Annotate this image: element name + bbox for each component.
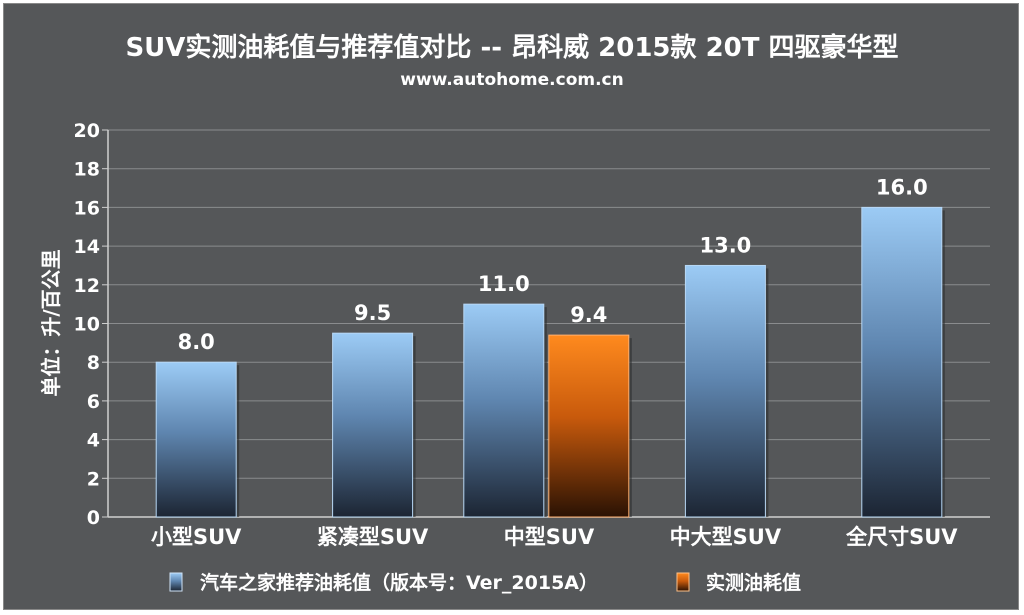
data-label: 11.0 (478, 272, 530, 296)
y-tick-label: 2 (87, 468, 100, 490)
bars (155, 206, 945, 518)
legend-swatch-measured (676, 572, 690, 592)
y-axis-label: 单位：升/百公里 (39, 249, 63, 396)
data-label: 16.0 (876, 175, 928, 199)
chart-subtitle: www.autohome.com.cn (400, 70, 623, 90)
bar-recommended (332, 332, 414, 518)
x-tick-label: 中大型SUV (670, 525, 782, 549)
legend: 汽车之家推荐油耗值（版本号：Ver_2015A） 实测油耗值 (169, 571, 801, 594)
y-tick-label: 20 (74, 120, 100, 142)
x-tick-label: 小型SUV (151, 525, 242, 549)
x-tick-label: 紧凑型SUV (317, 525, 429, 549)
bar-recommended (463, 303, 545, 518)
y-tick-label: 8 (87, 352, 100, 374)
y-tick-label: 18 (74, 159, 100, 181)
data-labels: 8.0 9.5 11.0 9.4 13.0 16.0 (178, 175, 928, 354)
x-tick-label: 中型SUV (504, 525, 595, 549)
data-label: 13.0 (699, 233, 751, 257)
data-label: 9.4 (570, 303, 607, 327)
legend-label-recommended: 汽车之家推荐油耗值（版本号：Ver_2015A） (200, 571, 598, 594)
y-tick-label: 16 (74, 197, 100, 219)
legend-swatch-recommended (169, 572, 183, 592)
data-label: 8.0 (178, 330, 215, 354)
y-tick-label: 0 (87, 507, 100, 529)
y-tick-label: 14 (74, 236, 100, 258)
y-tick-label: 4 (87, 430, 100, 452)
bar-recommended (861, 206, 943, 518)
y-tick-label: 12 (74, 275, 100, 297)
bar-recommended (684, 264, 766, 518)
chart-title: SUV实测油耗值与推荐值对比 -- 昂科威 2015款 20T 四驱豪华型 (125, 32, 898, 63)
x-tick-label: 全尺寸SUV (845, 525, 958, 549)
y-tick-label: 10 (74, 314, 100, 336)
data-label: 9.5 (354, 301, 391, 325)
legend-label-measured: 实测油耗值 (706, 571, 801, 594)
tick-labels: 0 2 4 6 8 10 12 14 16 18 20 小型SUV 紧凑型SUV 中型SUV 中大型SUV 全… (74, 120, 959, 549)
bar-measured (548, 334, 630, 518)
y-tick-label: 6 (87, 391, 100, 413)
bar-recommended (155, 361, 237, 518)
